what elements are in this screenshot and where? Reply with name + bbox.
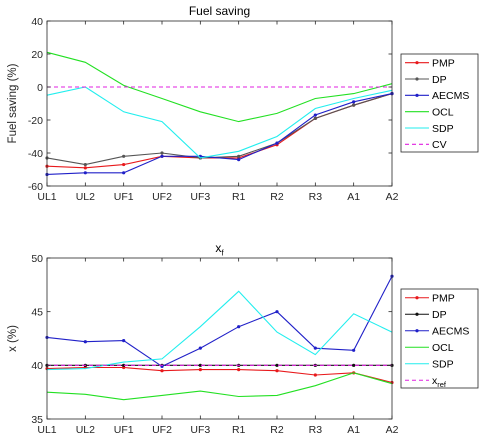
- data-point: [160, 151, 164, 155]
- data-point: [160, 154, 164, 158]
- x-tick-label: UF3: [190, 191, 210, 203]
- legend-marker: [415, 312, 419, 316]
- x-tick-label: R3: [309, 424, 323, 436]
- series-line-aecms: [46, 93, 393, 175]
- series-line-sdp: [46, 86, 393, 159]
- data-point: [198, 363, 202, 367]
- chart-title: Fuel saving: [189, 4, 250, 18]
- x-tick-label: R3: [309, 191, 323, 203]
- x-tick-label: UF1: [114, 191, 134, 203]
- data-point: [237, 368, 241, 372]
- x-tick-label: UF2: [152, 424, 172, 436]
- y-tick-label: 40: [31, 16, 43, 28]
- data-point: [352, 103, 356, 107]
- x-tick-label: UL1: [37, 424, 56, 436]
- data-point: [122, 339, 126, 343]
- x-tick-label: UL2: [76, 424, 95, 436]
- legend-marker: [415, 61, 419, 65]
- y-tick-label: 40: [31, 360, 43, 372]
- chart-title: xf: [215, 241, 224, 258]
- legend-marker: [415, 93, 419, 97]
- legend-entry-label: AECMS: [432, 326, 469, 338]
- y-tick-label: 20: [31, 49, 43, 61]
- data-point: [83, 171, 87, 175]
- data-point: [122, 154, 126, 158]
- data-point: [198, 368, 202, 372]
- legend-box: [400, 288, 479, 389]
- x-tick-label: UF1: [114, 424, 134, 436]
- y-tick-label: -60: [28, 181, 43, 193]
- legend-entry-label: SDP: [432, 359, 454, 371]
- data-point: [275, 141, 279, 145]
- legend-entry-label: DP: [432, 309, 447, 321]
- data-point: [198, 346, 202, 350]
- data-point: [83, 166, 87, 170]
- x-tick-label: R1: [232, 191, 246, 203]
- x-tick-label: A1: [347, 191, 360, 203]
- x-tick-label: R2: [270, 191, 284, 203]
- legend-entry-label: OCL: [432, 106, 454, 118]
- legend-box: [400, 53, 479, 153]
- legend-entry-label: PMP: [432, 293, 455, 305]
- y-tick-label: -40: [28, 148, 43, 160]
- series-line-ocl: [46, 372, 393, 401]
- legend-entry-label: DP: [432, 74, 447, 86]
- y-tick-label: -20: [28, 115, 43, 127]
- data-point: [313, 113, 317, 117]
- data-point: [160, 369, 164, 373]
- x-tick-label: R1: [232, 424, 246, 436]
- legend-entry-label: CV: [432, 139, 447, 151]
- data-point: [237, 154, 241, 158]
- data-point: [275, 363, 279, 367]
- x-tick-label: A2: [386, 191, 399, 203]
- y-axis-label: x (%): [7, 325, 19, 352]
- data-point: [275, 369, 279, 373]
- x-tick-label: A2: [386, 424, 399, 436]
- legend-entry-label: AECMS: [432, 90, 469, 102]
- data-point: [83, 340, 87, 344]
- legend-marker: [415, 296, 419, 300]
- subplot-2: UL1 UL2 UF1 UF2 UF3 R1 R2 R3 A1 A2 35 40 45 50 xf x (%)…: [7, 241, 479, 436]
- data-point: [313, 373, 317, 377]
- series-line-sdp: [46, 290, 393, 371]
- legend-entry-label: OCL: [432, 342, 454, 354]
- series-line-aecms: [46, 275, 393, 368]
- legend-entry-label: PMP: [432, 57, 455, 69]
- series-line-ocl: [46, 51, 393, 123]
- data-point: [122, 363, 126, 367]
- y-tick-label: 35: [31, 414, 43, 426]
- data-point: [237, 325, 241, 329]
- data-point: [122, 162, 126, 167]
- data-point: [313, 116, 317, 120]
- y-tick-label: 0: [37, 82, 43, 94]
- data-point: [352, 363, 356, 367]
- data-point: [352, 100, 356, 104]
- x-tick-label: UF2: [152, 191, 172, 203]
- y-tick-label: 50: [31, 253, 43, 265]
- legend-marker: [415, 329, 419, 333]
- y-tick-label: 45: [31, 306, 43, 318]
- data-point: [237, 158, 241, 162]
- series-line-pmp: [46, 366, 393, 384]
- legend: PMP DP AECMS OCL SDP CV: [400, 53, 479, 153]
- axes-box: [46, 257, 393, 420]
- x-tick-label: UL2: [76, 191, 95, 203]
- data-point: [122, 171, 126, 175]
- x-tick-label: UL1: [37, 191, 56, 203]
- x-tick-label: A1: [347, 424, 360, 436]
- legend-marker: [415, 77, 419, 81]
- y-axis-label: Fuel saving (%): [7, 63, 19, 143]
- data-point: [352, 348, 356, 352]
- data-point: [83, 162, 87, 167]
- x-tick-label: R2: [270, 424, 284, 436]
- subplot-1: UL1 UL2 UF1 UF2 UF3 R1 R2 R3 A1 A2 -60 -40 -20 0 20 40 F…: [7, 4, 479, 203]
- legend-entry-label: SDP: [432, 123, 454, 135]
- axes-box: [46, 20, 393, 187]
- x-tick-label: UF3: [190, 424, 210, 436]
- series-line-dp: [46, 93, 393, 166]
- data-point: [275, 310, 279, 314]
- data-point: [313, 346, 317, 350]
